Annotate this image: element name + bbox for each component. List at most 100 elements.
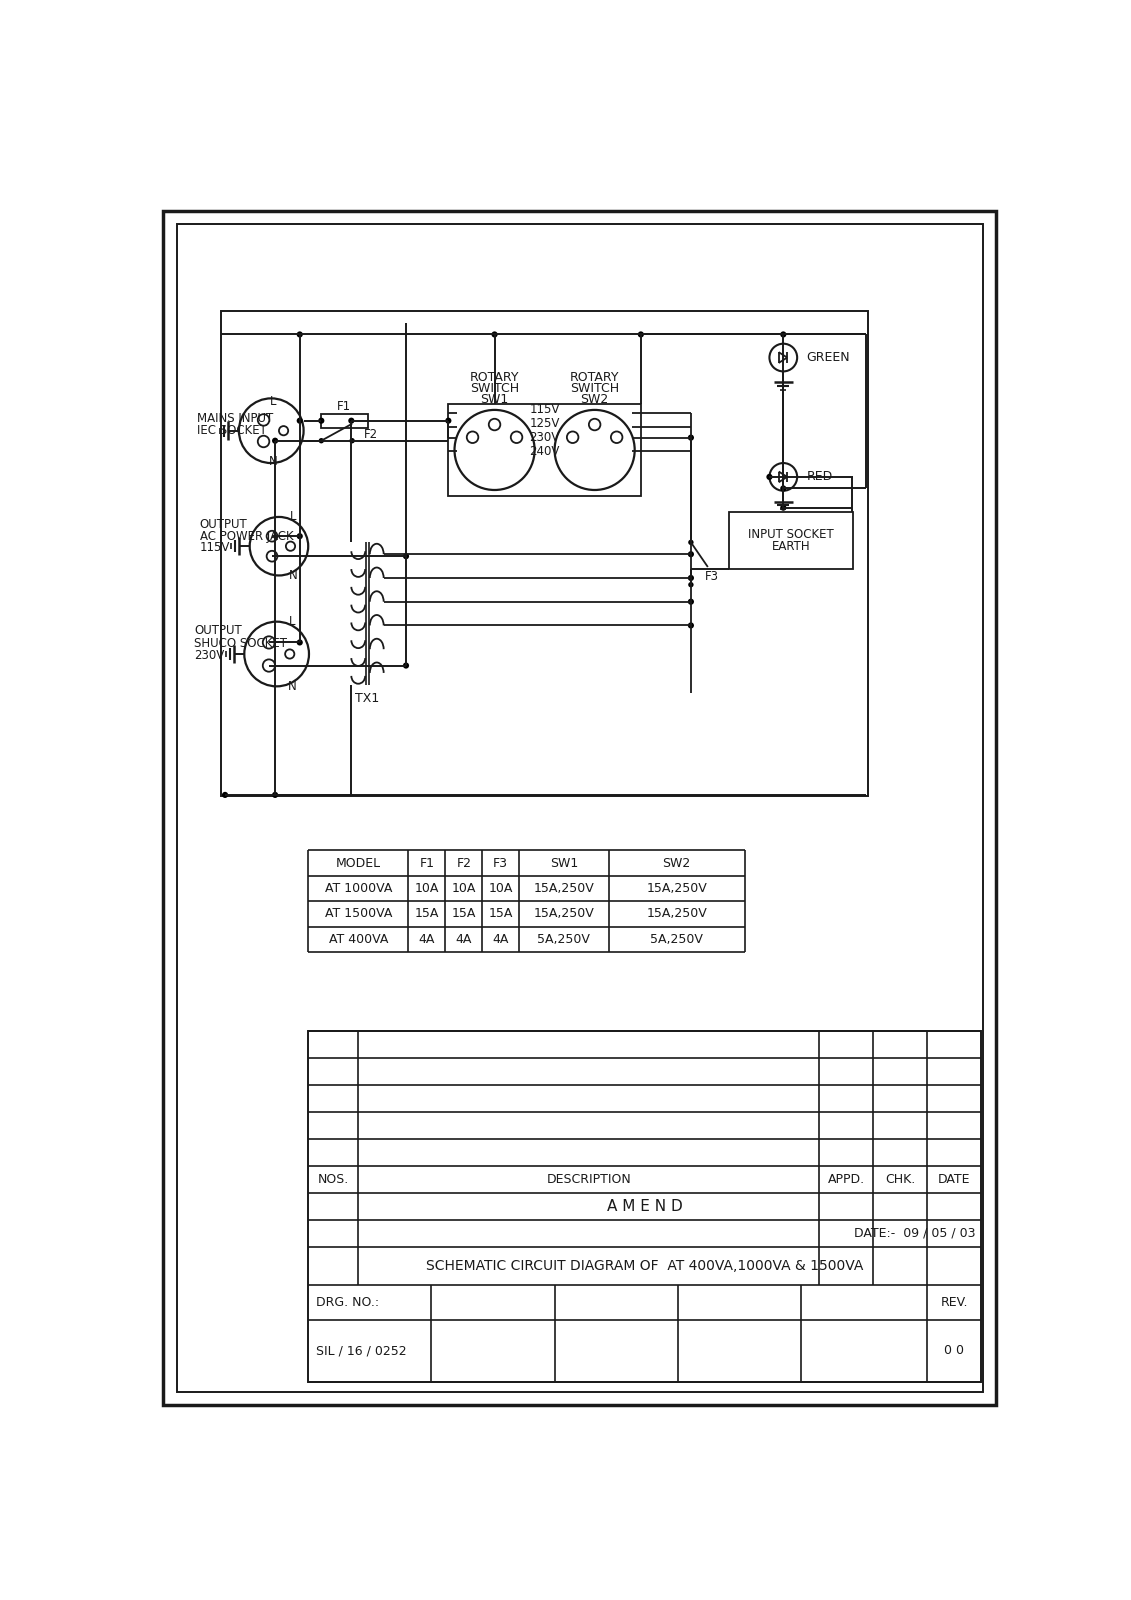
Circle shape bbox=[688, 598, 694, 605]
Text: SW2: SW2 bbox=[663, 856, 691, 869]
Text: DATE: DATE bbox=[938, 1173, 970, 1186]
Text: DESCRIPTION: DESCRIPTION bbox=[546, 1173, 631, 1186]
Text: SIL / 16 / 0252: SIL / 16 / 0252 bbox=[316, 1344, 406, 1357]
Text: F3: F3 bbox=[705, 571, 719, 584]
Circle shape bbox=[262, 637, 275, 648]
Circle shape bbox=[296, 418, 303, 424]
Circle shape bbox=[258, 414, 269, 426]
Circle shape bbox=[511, 432, 523, 443]
Text: F2: F2 bbox=[364, 429, 378, 442]
Text: SW1: SW1 bbox=[481, 392, 509, 406]
Circle shape bbox=[688, 582, 693, 587]
Text: 4A: 4A bbox=[418, 933, 435, 946]
Circle shape bbox=[688, 550, 694, 557]
Circle shape bbox=[780, 504, 786, 510]
Circle shape bbox=[286, 541, 295, 550]
Circle shape bbox=[688, 574, 694, 581]
Circle shape bbox=[279, 426, 288, 435]
Circle shape bbox=[319, 438, 323, 443]
Text: AT 1500VA: AT 1500VA bbox=[325, 907, 392, 920]
Text: F3: F3 bbox=[493, 856, 508, 869]
Bar bbox=[222, 312, 867, 797]
Text: DATE:-  09 / 05 / 03: DATE:- 09 / 05 / 03 bbox=[854, 1227, 975, 1240]
Text: 10A: 10A bbox=[489, 882, 512, 894]
Text: 125V: 125V bbox=[529, 418, 560, 430]
Text: 15A,250V: 15A,250V bbox=[534, 907, 594, 920]
Text: INPUT SOCKET: INPUT SOCKET bbox=[748, 528, 834, 541]
Circle shape bbox=[780, 331, 786, 338]
Text: L: L bbox=[290, 510, 296, 523]
Text: SW1: SW1 bbox=[550, 856, 578, 869]
Circle shape bbox=[258, 435, 269, 448]
Text: AT 1000VA: AT 1000VA bbox=[325, 882, 392, 894]
Circle shape bbox=[267, 550, 277, 562]
Circle shape bbox=[489, 419, 500, 430]
Text: N: N bbox=[269, 454, 278, 467]
Text: 10A: 10A bbox=[415, 882, 439, 894]
Text: MODEL: MODEL bbox=[336, 856, 381, 869]
Text: 10A: 10A bbox=[451, 882, 476, 894]
Circle shape bbox=[492, 331, 498, 338]
Text: L: L bbox=[270, 395, 277, 408]
Circle shape bbox=[780, 485, 786, 491]
Text: F2: F2 bbox=[456, 856, 472, 869]
Circle shape bbox=[318, 418, 325, 424]
Text: AC POWER JACK: AC POWER JACK bbox=[200, 530, 293, 542]
Text: F1: F1 bbox=[420, 856, 434, 869]
Text: GREEN: GREEN bbox=[806, 350, 851, 365]
Circle shape bbox=[403, 554, 409, 560]
Text: 0 0: 0 0 bbox=[944, 1344, 965, 1357]
Text: OUTPUT: OUTPUT bbox=[200, 518, 248, 531]
Circle shape bbox=[267, 531, 277, 541]
Text: MAINS INPUT: MAINS INPUT bbox=[197, 411, 273, 426]
Circle shape bbox=[688, 539, 693, 546]
Bar bbox=[729, 512, 853, 570]
Text: 115V: 115V bbox=[200, 541, 230, 554]
Text: ROTARY: ROTARY bbox=[469, 371, 519, 384]
Circle shape bbox=[567, 432, 578, 443]
Circle shape bbox=[403, 662, 409, 669]
Circle shape bbox=[446, 418, 451, 424]
Circle shape bbox=[467, 432, 478, 443]
Circle shape bbox=[688, 435, 694, 440]
Text: N: N bbox=[288, 570, 297, 582]
Text: F1: F1 bbox=[337, 400, 352, 413]
Circle shape bbox=[296, 331, 303, 338]
Circle shape bbox=[296, 640, 303, 645]
Text: 115V: 115V bbox=[529, 403, 560, 416]
Text: SHUCO SOCKET: SHUCO SOCKET bbox=[195, 637, 287, 650]
Text: 4A: 4A bbox=[492, 933, 509, 946]
Text: 5A,250V: 5A,250V bbox=[537, 933, 590, 946]
Circle shape bbox=[767, 474, 772, 480]
Bar bbox=[448, 403, 641, 496]
Text: L: L bbox=[288, 614, 295, 629]
Text: SWITCH: SWITCH bbox=[470, 382, 519, 395]
Bar bbox=[321, 414, 368, 427]
Text: 5A,250V: 5A,250V bbox=[650, 933, 703, 946]
Circle shape bbox=[250, 517, 309, 576]
Circle shape bbox=[273, 792, 278, 798]
Circle shape bbox=[611, 432, 622, 443]
Bar bbox=[309, 1032, 982, 1382]
Text: 230V: 230V bbox=[529, 430, 560, 445]
Text: RED: RED bbox=[806, 470, 832, 483]
Text: ROTARY: ROTARY bbox=[570, 371, 620, 384]
Text: 230V: 230V bbox=[195, 650, 224, 662]
Text: 240V: 240V bbox=[529, 445, 560, 458]
Text: A M E N D: A M E N D bbox=[607, 1198, 683, 1214]
Circle shape bbox=[455, 410, 535, 490]
Text: 4A: 4A bbox=[456, 933, 472, 946]
Text: CHK.: CHK. bbox=[886, 1173, 915, 1186]
Circle shape bbox=[285, 650, 294, 659]
Circle shape bbox=[239, 398, 303, 462]
Text: 15A,250V: 15A,250V bbox=[646, 882, 707, 894]
Circle shape bbox=[349, 438, 355, 443]
Circle shape bbox=[244, 622, 309, 686]
Text: SW2: SW2 bbox=[580, 392, 608, 406]
Circle shape bbox=[554, 410, 634, 490]
Text: DRG. NO.:: DRG. NO.: bbox=[316, 1296, 379, 1309]
Circle shape bbox=[262, 659, 275, 672]
Circle shape bbox=[688, 622, 694, 629]
Text: APPD.: APPD. bbox=[828, 1173, 865, 1186]
Text: TX1: TX1 bbox=[355, 693, 380, 706]
